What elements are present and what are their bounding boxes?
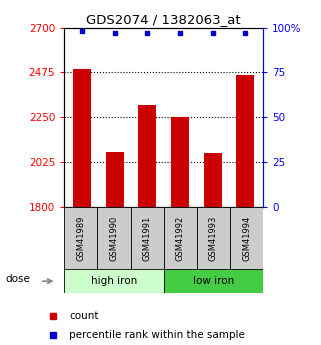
Bar	[64, 207, 97, 269]
Text: high iron: high iron	[91, 276, 137, 286]
Bar	[131, 207, 164, 269]
Text: percentile rank within the sample: percentile rank within the sample	[69, 330, 245, 339]
Bar	[230, 207, 263, 269]
Bar	[171, 117, 189, 207]
Text: low iron: low iron	[193, 276, 234, 286]
Bar	[164, 207, 197, 269]
Text: GSM41989: GSM41989	[76, 215, 85, 261]
Bar	[73, 69, 91, 207]
Bar	[106, 152, 124, 207]
Text: GSM41994: GSM41994	[242, 215, 251, 261]
Bar	[197, 207, 230, 269]
Text: dose: dose	[5, 274, 30, 284]
Bar	[97, 207, 131, 269]
Bar	[164, 269, 263, 293]
Bar	[204, 153, 221, 207]
Text: GSM41991: GSM41991	[143, 215, 152, 261]
Text: GSM41993: GSM41993	[209, 215, 218, 261]
Text: GSM41992: GSM41992	[176, 215, 185, 261]
Text: GSM41990: GSM41990	[109, 215, 118, 261]
Bar	[236, 76, 254, 207]
Bar	[138, 105, 156, 207]
Bar	[64, 269, 164, 293]
Text: count: count	[69, 311, 99, 321]
Title: GDS2074 / 1382063_at: GDS2074 / 1382063_at	[86, 13, 241, 27]
